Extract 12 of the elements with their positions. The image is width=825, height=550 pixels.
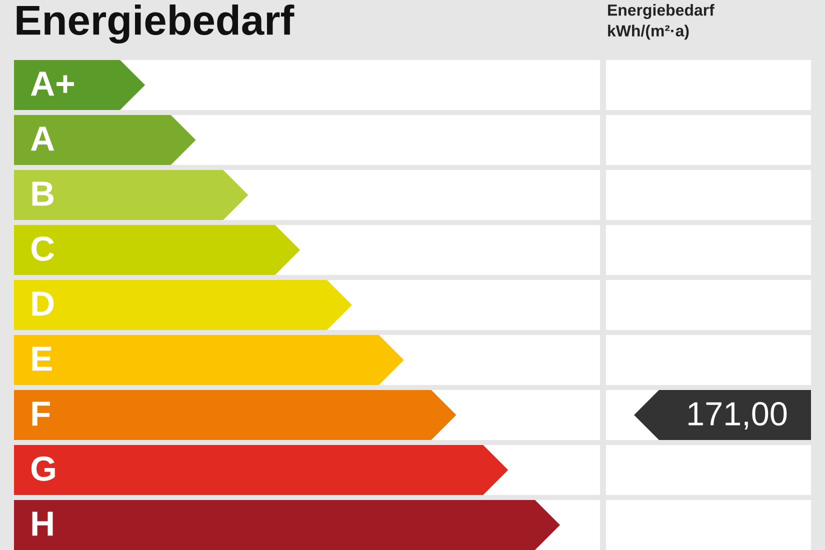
text: 171,00 [688, 402, 787, 430]
y-tick-label: G [31, 456, 55, 481]
y-tick-label: C [31, 236, 54, 261]
chart-title: Energiebedarf [16, 4, 294, 44]
y-tick-label: A [30, 126, 54, 151]
y-tick-label: D [32, 292, 54, 316]
y-tick-label: H [32, 512, 53, 536]
y-tick-label: E [32, 346, 52, 371]
text: Energiebedarf kWh/(m²·a) [608, 4, 714, 40]
y-tick-label: F [32, 402, 50, 426]
y-tick-label: B [32, 182, 54, 206]
y-tick-label: A+ [30, 72, 74, 96]
